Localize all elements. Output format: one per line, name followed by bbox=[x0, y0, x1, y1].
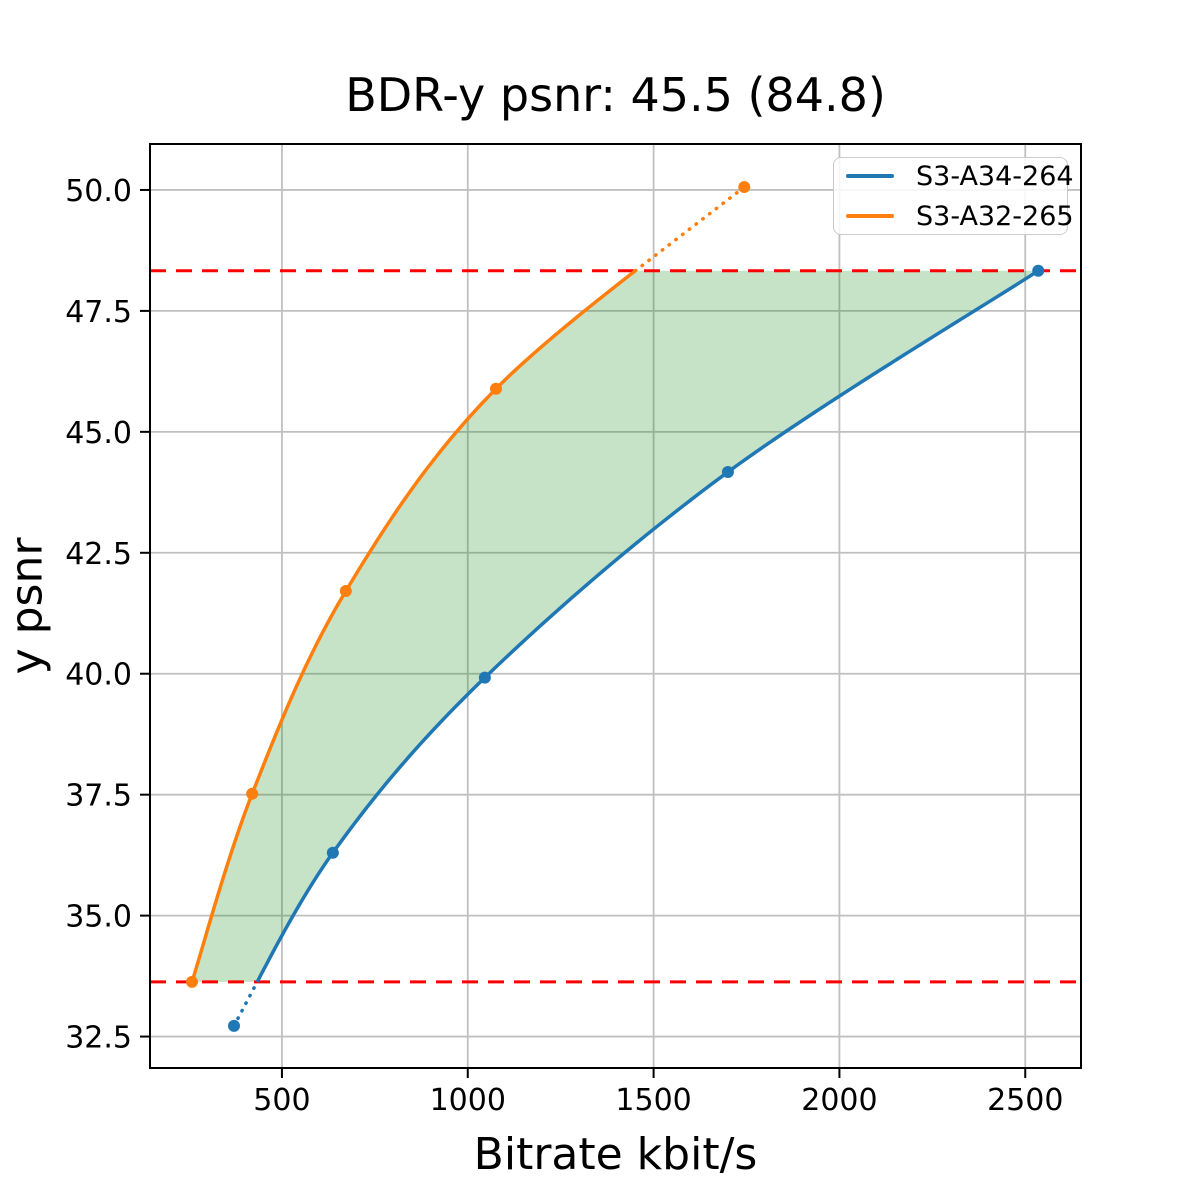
x-tick-label: 2500 bbox=[987, 1083, 1063, 1118]
legend: S3-A34-264 S3-A32-265 bbox=[833, 157, 1074, 235]
y-tick-label: 32.5 bbox=[65, 1021, 132, 1056]
x-axis-label: Bitrate kbit/s bbox=[473, 1129, 758, 1180]
series-1-marker bbox=[490, 382, 503, 395]
y-tick-label: 40.0 bbox=[65, 658, 132, 693]
legend-line-swatch-icon bbox=[846, 174, 894, 178]
y-axis-label: y psnr bbox=[1, 537, 53, 675]
legend-label: S3-A34-264 bbox=[916, 160, 1074, 192]
series-1-marker bbox=[185, 975, 198, 988]
series-0-marker bbox=[326, 846, 339, 859]
y-tick-label: 50.0 bbox=[65, 174, 132, 209]
y-tick-label: 45.0 bbox=[65, 416, 132, 451]
series-1-dotted-extension bbox=[633, 185, 747, 273]
series-0-marker bbox=[478, 671, 491, 684]
legend-label: S3-A32-265 bbox=[916, 200, 1074, 232]
series-0-dotted-extension bbox=[232, 980, 259, 1028]
series-1-line bbox=[190, 269, 637, 983]
series-0-line bbox=[255, 269, 1040, 983]
series-1-marker bbox=[738, 181, 751, 194]
bdr-shaded-region bbox=[192, 270, 1039, 982]
y-tick-label: 47.5 bbox=[65, 295, 132, 330]
plot-border bbox=[149, 143, 1082, 1069]
series-0-marker bbox=[721, 465, 734, 478]
x-tick-label: 1500 bbox=[615, 1083, 691, 1118]
series-1-marker bbox=[246, 787, 259, 800]
x-tick-label: 1000 bbox=[430, 1083, 506, 1118]
series-0-marker bbox=[1032, 264, 1045, 277]
series-1-marker bbox=[339, 585, 352, 598]
x-tick-label: 2000 bbox=[801, 1083, 877, 1118]
x-tick-label: 500 bbox=[253, 1083, 310, 1118]
chart-title: BDR-y psnr: 45.5 (84.8) bbox=[345, 68, 886, 122]
legend-line-swatch-icon bbox=[846, 214, 894, 218]
series-0-marker bbox=[227, 1019, 240, 1032]
legend-item: S3-A32-265 bbox=[846, 201, 1074, 232]
legend-item: S3-A34-264 bbox=[846, 161, 1074, 192]
y-tick-label: 35.0 bbox=[65, 900, 132, 935]
y-tick-label: 37.5 bbox=[65, 779, 132, 814]
y-tick-label: 42.5 bbox=[65, 537, 132, 572]
